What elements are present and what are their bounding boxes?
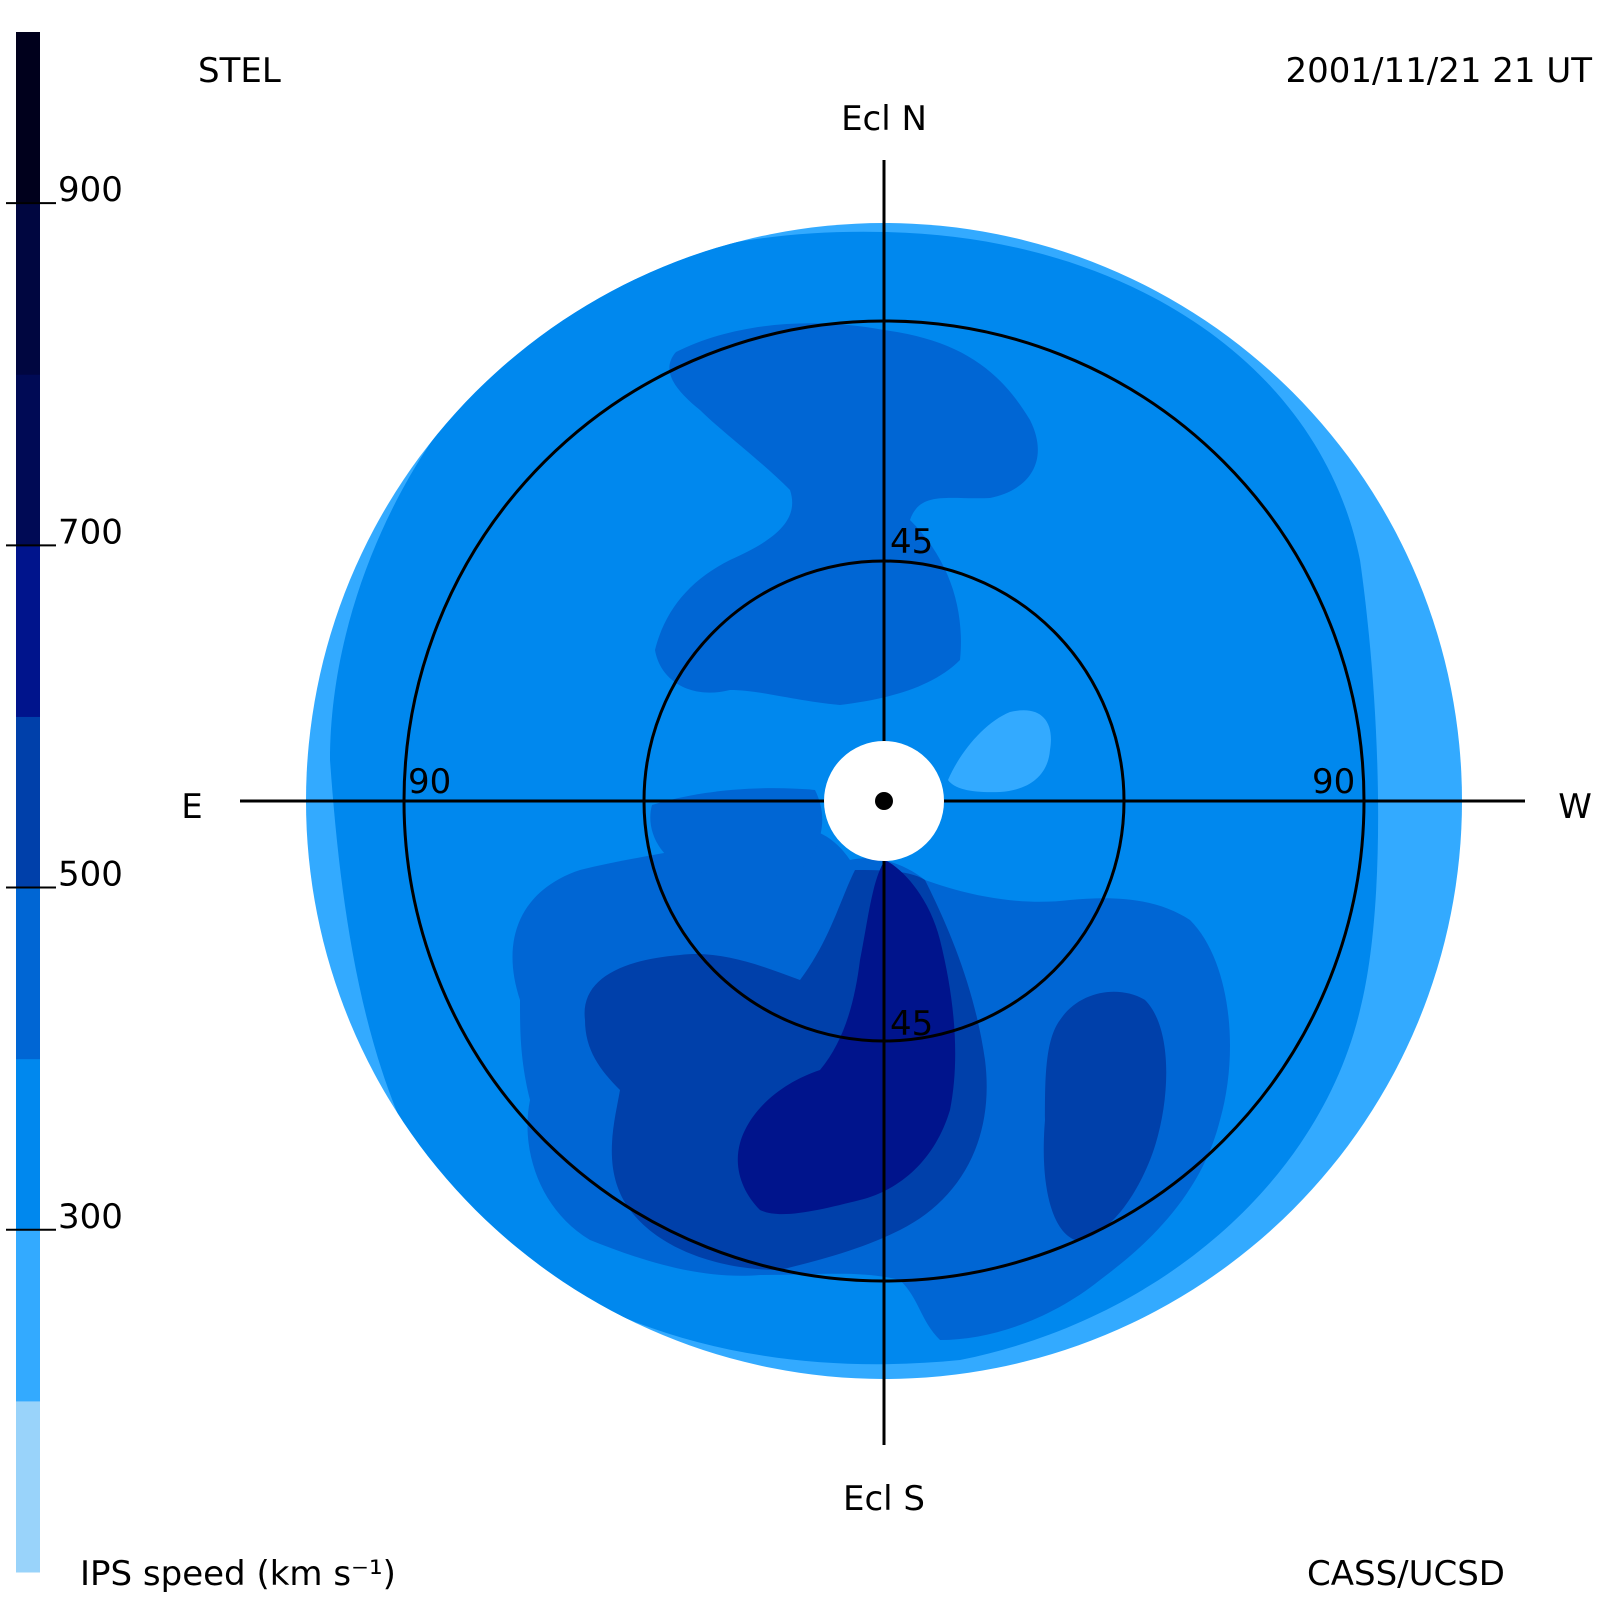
ring-label-45-south: 45	[890, 1004, 933, 1044]
colorbar-band-3	[16, 887, 40, 1060]
colorbar-tick-label-500: 500	[58, 855, 123, 895]
credit-label: CASS/UCSD	[1307, 1554, 1505, 1594]
colorbar-tick-label-700: 700	[58, 512, 123, 552]
colorbar: 300 500 700 900	[6, 32, 123, 1573]
direction-south-label: Ecl S	[843, 1479, 925, 1519]
timestamp-label: 2001/11/21 21 UT	[1286, 51, 1593, 91]
southeast-oval-500-600	[1043, 991, 1167, 1240]
direction-east-label: E	[181, 787, 202, 827]
colorbar-band-6	[16, 374, 40, 546]
direction-west-label: W	[1558, 787, 1592, 827]
light-patch-200-300	[948, 710, 1051, 793]
colorbar-title: IPS speed (km s⁻¹)	[80, 1554, 396, 1594]
colorbar-band-1	[16, 1229, 40, 1402]
sky-map: 45 45 90 90 Ecl N Ecl S E W	[181, 99, 1592, 1519]
colorbar-band-0	[16, 1400, 40, 1573]
ring-label-45-north: 45	[890, 522, 933, 562]
ring-label-90-west: 90	[1312, 762, 1355, 802]
observatory-label: STEL	[198, 51, 281, 91]
colorbar-band-2	[16, 1058, 40, 1231]
ring-label-90-east: 90	[408, 762, 451, 802]
north-lobe-400-500	[655, 323, 1038, 705]
direction-north-label: Ecl N	[841, 99, 927, 139]
sun-center-dot	[875, 792, 893, 810]
colorbar-tick-label-300: 300	[58, 1197, 123, 1237]
colorbar-tick-label-900: 900	[58, 170, 123, 210]
colorbar-band-5	[16, 545, 40, 717]
colorbar-band-8	[16, 32, 40, 204]
center-wedge-400-500	[650, 788, 823, 878]
colorbar-band-4	[16, 716, 40, 889]
colorbar-band-7	[16, 203, 40, 375]
